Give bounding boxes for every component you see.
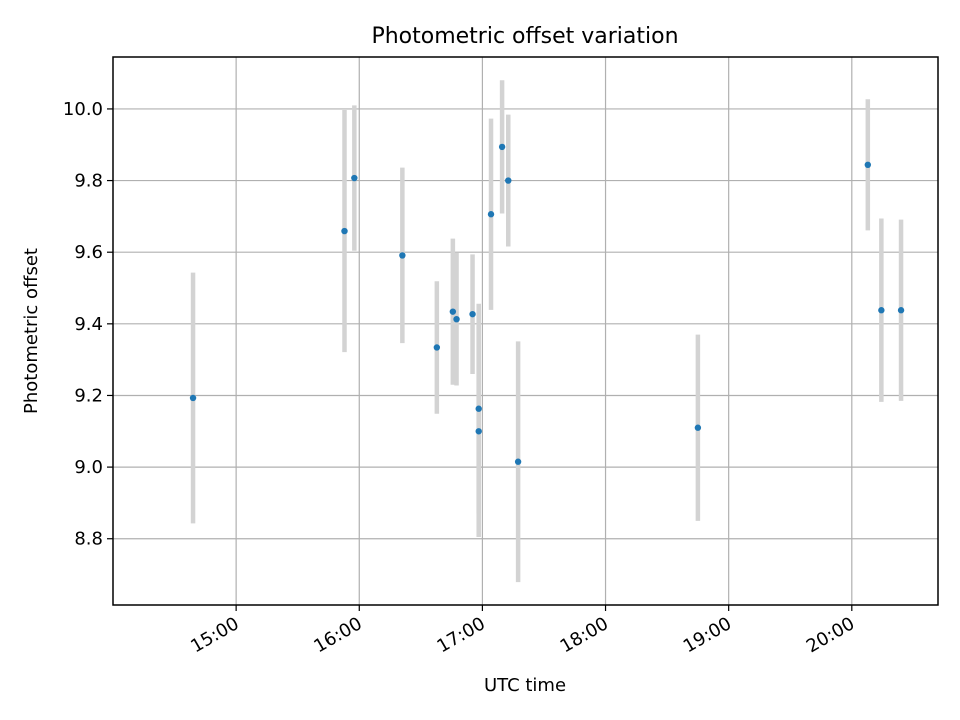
y-tick-label: 9.4 bbox=[74, 314, 103, 335]
data-point bbox=[514, 458, 522, 465]
data-point bbox=[498, 143, 506, 151]
data-point bbox=[475, 428, 482, 435]
y-tick-label: 9.8 bbox=[74, 171, 103, 192]
y-tick-label: 9.2 bbox=[74, 385, 103, 406]
y-tick-label: 8.8 bbox=[74, 529, 103, 550]
data-points bbox=[189, 143, 905, 465]
data-point bbox=[487, 211, 495, 218]
data-point bbox=[694, 424, 702, 431]
data-point bbox=[453, 315, 460, 323]
y-tick-label: 10.0 bbox=[63, 99, 103, 120]
data-point bbox=[341, 227, 348, 235]
y-axis-label: Photometric offset bbox=[21, 248, 42, 414]
data-point bbox=[475, 405, 482, 412]
grid bbox=[113, 57, 938, 605]
data-point bbox=[351, 174, 358, 182]
data-point bbox=[469, 310, 476, 318]
plot-frame bbox=[112, 56, 939, 606]
data-point bbox=[399, 252, 406, 259]
y-tick-label: 9.6 bbox=[74, 242, 103, 263]
x-axis-label: UTC time bbox=[484, 675, 566, 696]
data-point bbox=[878, 307, 885, 314]
data-point bbox=[864, 161, 872, 169]
data-point bbox=[449, 308, 457, 315]
y-axis: 8.8 9.0 9.2 9.4 9.6 9.8 10.0 bbox=[63, 99, 113, 550]
data-point bbox=[897, 307, 905, 314]
data-point bbox=[505, 177, 512, 184]
data-point bbox=[433, 344, 441, 351]
data-point bbox=[189, 394, 197, 402]
y-tick-label: 9.0 bbox=[74, 457, 103, 478]
chart-title: Photometric offset variation bbox=[371, 24, 678, 49]
